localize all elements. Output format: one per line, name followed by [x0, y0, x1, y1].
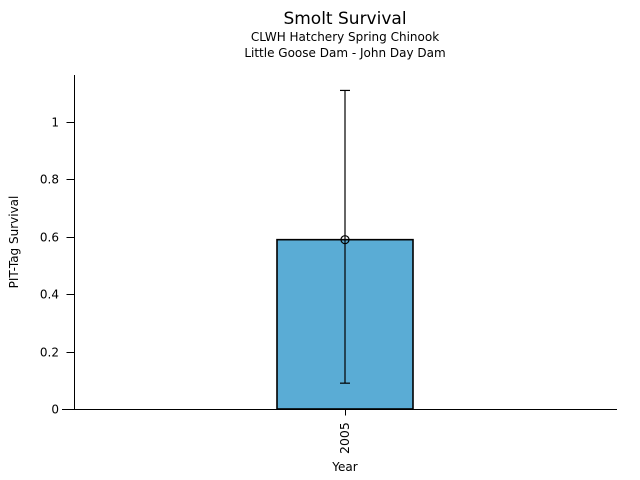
chart-subtitle-line-2: Little Goose Dam - John Day Dam [244, 46, 446, 60]
y-tick-label: 0.2 [40, 346, 59, 360]
plot-dynamic-group: 2005 0 0.2 0.4 0.6 0.8 1 [40, 75, 617, 454]
y-tick-label: 1 [51, 116, 59, 130]
point-marker [340, 235, 350, 245]
x-axis-label: Year [331, 460, 357, 474]
y-tick-label: 0.8 [40, 173, 59, 187]
y-axis-label: PIT-Tag Survival [7, 196, 21, 289]
x-tick-label: 2005 [337, 422, 352, 454]
chart-subtitle-line-1: CLWH Hatchery Spring Chinook [250, 30, 440, 44]
y-tick-label: 0.4 [40, 288, 59, 302]
chart-title: Smolt Survival [283, 9, 407, 29]
y-tick-label: 0 [51, 403, 59, 417]
y-tick-label: 0.6 [40, 231, 59, 245]
